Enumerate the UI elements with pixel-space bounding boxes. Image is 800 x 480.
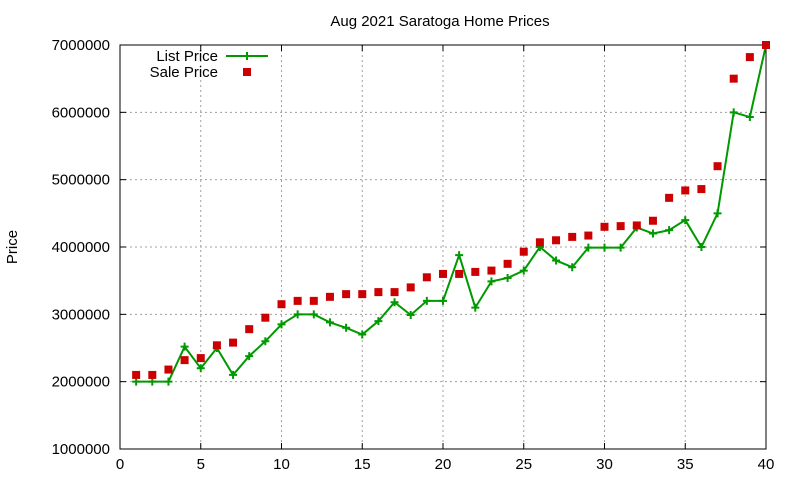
x-tick-label: 5: [197, 456, 205, 473]
sale-price-point: [423, 273, 431, 281]
sale-price-point: [714, 162, 722, 170]
chart-title: Aug 2021 Saratoga Home Prices: [330, 13, 549, 30]
y-tick-label: 6000000: [52, 104, 110, 121]
sale-price-point: [181, 356, 189, 364]
sale-price-point: [471, 268, 479, 276]
sale-price-point: [278, 300, 286, 308]
sale-price-point: [342, 290, 350, 298]
sale-price-point: [374, 288, 382, 296]
sale-price-point: [213, 341, 221, 349]
x-tick-label: 25: [515, 456, 532, 473]
sale-price-point: [455, 270, 463, 278]
sale-price-point: [148, 371, 156, 379]
sale-price-point: [164, 366, 172, 374]
legend-square-swatch: [243, 68, 251, 76]
legend-label: List Price: [156, 48, 218, 65]
sale-price-point: [197, 354, 205, 362]
y-tick-label: 4000000: [52, 239, 110, 256]
sale-price-point: [552, 236, 560, 244]
x-tick-label: 15: [354, 456, 371, 473]
sale-price-point: [439, 270, 447, 278]
sale-price-point: [633, 221, 641, 229]
legend-label: Sale Price: [150, 64, 218, 81]
sale-price-point: [132, 371, 140, 379]
y-axis-label: Price: [4, 230, 21, 264]
sale-price-point: [261, 314, 269, 322]
sale-price-point: [294, 297, 302, 305]
x-tick-label: 35: [677, 456, 694, 473]
sale-price-point: [730, 75, 738, 83]
x-tick-label: 20: [435, 456, 452, 473]
sale-price-point: [665, 194, 673, 202]
x-tick-label: 10: [273, 456, 290, 473]
sale-price-point: [229, 339, 237, 347]
sale-price-point: [584, 232, 592, 240]
sale-price-point: [326, 293, 334, 301]
sale-price-point: [536, 238, 544, 246]
sale-price-point: [649, 217, 657, 225]
y-tick-label: 5000000: [52, 172, 110, 189]
sale-price-point: [681, 186, 689, 194]
sale-price-point: [245, 325, 253, 333]
sale-price-point: [762, 41, 770, 49]
sale-price-point: [407, 283, 415, 291]
y-tick-label: 3000000: [52, 306, 110, 323]
sale-price-point: [617, 222, 625, 230]
sale-price-point: [504, 260, 512, 268]
sale-price-point: [746, 53, 754, 61]
x-tick-label: 0: [116, 456, 124, 473]
y-tick-label: 7000000: [52, 37, 110, 54]
y-tick-label: 2000000: [52, 374, 110, 391]
sale-price-point: [568, 233, 576, 241]
sale-price-point: [697, 185, 705, 193]
sale-price-point: [601, 223, 609, 231]
x-tick-label: 30: [596, 456, 613, 473]
sale-price-point: [487, 267, 495, 275]
sale-price-point: [358, 290, 366, 298]
x-tick-label: 40: [758, 456, 775, 473]
sale-price-point: [310, 297, 318, 305]
sale-price-point: [391, 288, 399, 296]
sale-price-point: [520, 248, 528, 256]
y-tick-label: 1000000: [52, 441, 110, 458]
